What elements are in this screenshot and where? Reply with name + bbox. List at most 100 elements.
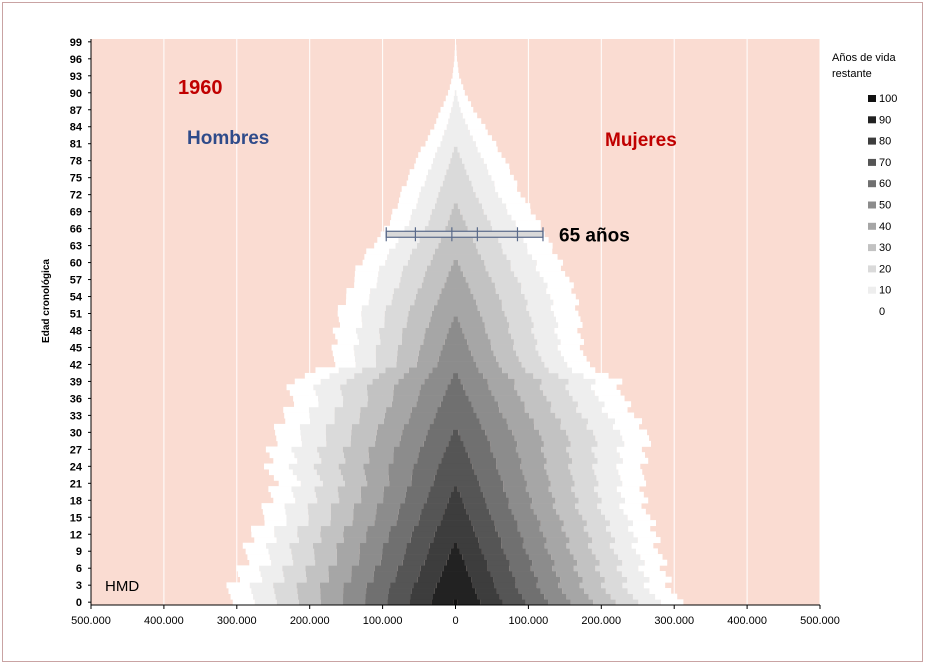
women-bar-segment	[561, 339, 584, 345]
women-bar-segment	[525, 475, 549, 481]
men-bar-segment	[396, 362, 416, 368]
women-bar-segment	[517, 526, 539, 532]
women-bar-segment	[501, 543, 523, 549]
women-bar-segment	[617, 447, 642, 453]
women-bar-segment	[456, 181, 472, 187]
women-bar-segment	[489, 384, 515, 390]
women-bar-segment	[625, 497, 648, 503]
women-bar-segment	[476, 362, 499, 368]
women-bar-segment	[601, 582, 622, 588]
women-bar-segment	[458, 96, 468, 102]
men-bar-segment	[435, 475, 456, 481]
legend-label: 20	[879, 263, 891, 275]
women-bar-segment	[500, 594, 522, 600]
women-bar-segment	[544, 277, 570, 283]
women-bar-segment	[502, 367, 525, 373]
men-bar-segment	[268, 548, 291, 554]
men-bar-segment	[398, 514, 420, 520]
women-bar-segment	[456, 152, 460, 158]
men-bar-segment	[430, 543, 453, 549]
men-bar-segment	[313, 543, 336, 549]
men-bar-segment	[343, 396, 368, 402]
women-bar-segment	[456, 209, 461, 215]
women-bar-segment	[456, 435, 461, 441]
men-bar-segment	[430, 214, 450, 220]
men-bar-segment	[448, 118, 455, 124]
men-bar-segment	[453, 316, 455, 322]
men-bar-segment	[342, 390, 368, 396]
women-bar-segment	[568, 379, 595, 385]
men-bar-segment	[425, 271, 448, 277]
women-bar-segment	[537, 260, 563, 266]
women-bar-segment	[483, 492, 506, 498]
women-bar-segment	[534, 571, 556, 577]
men-bar-segment	[286, 514, 308, 520]
men-bar-segment	[385, 311, 409, 317]
men-bar-segment	[262, 503, 285, 509]
women-bar-segment	[592, 537, 615, 543]
women-bar-segment	[655, 594, 677, 600]
women-bar-segment	[554, 328, 577, 334]
women-bar-segment	[485, 322, 509, 328]
men-bar-segment	[293, 396, 318, 402]
men-bar-segment	[433, 158, 450, 164]
men-bar-segment	[354, 277, 377, 283]
men-bar-segment	[446, 96, 454, 102]
women-bar-segment	[543, 390, 569, 396]
men-bar-segment	[354, 345, 376, 351]
men-bar-segment	[300, 424, 326, 430]
women-bar-segment	[484, 158, 506, 164]
women-bar-segment	[463, 113, 477, 119]
men-bar-segment	[425, 181, 443, 187]
women-bar-segment	[485, 328, 508, 334]
legend-swatch	[868, 180, 876, 187]
men-bar-segment	[402, 186, 421, 192]
men-bar-segment	[338, 486, 361, 492]
men-bar-segment	[449, 328, 456, 334]
women-bar-segment	[456, 288, 471, 294]
men-bar-segment	[354, 282, 377, 288]
women-bar-segment	[640, 554, 662, 560]
men-bar-segment	[345, 458, 369, 464]
men-bar-segment	[326, 435, 351, 441]
men-bar-segment	[450, 158, 455, 164]
women-bar-segment	[456, 469, 475, 475]
women-bar-segment	[537, 582, 558, 588]
men-bar-segment	[254, 537, 276, 543]
men-bar-segment	[387, 254, 410, 260]
men-bar-segment	[320, 531, 343, 537]
men-bar-segment	[438, 407, 456, 413]
women-bar-segment	[481, 152, 502, 158]
women-bar-segment	[633, 520, 656, 526]
men-bar-segment	[351, 571, 374, 577]
men-bar-segment	[323, 480, 345, 486]
women-bar-segment	[503, 480, 527, 486]
women-bar-segment	[510, 560, 533, 566]
women-bar-segment	[466, 565, 488, 571]
men-bar-segment	[284, 577, 306, 583]
men-bar-segment	[430, 486, 453, 492]
women-bar-segment	[516, 220, 541, 226]
men-bar-segment	[418, 452, 443, 458]
women-bar-segment	[551, 401, 578, 407]
women-bar-segment	[583, 373, 608, 379]
women-bar-segment	[564, 356, 587, 362]
women-bar-segment	[538, 350, 560, 356]
men-bar-segment	[407, 316, 430, 322]
women-bar-segment	[568, 464, 592, 470]
x-tick-label: 200.000	[581, 615, 621, 627]
women-bar-segment	[456, 277, 466, 283]
men-bar-segment	[369, 458, 393, 464]
women-bar-segment	[550, 294, 576, 300]
women-bar-segment	[456, 192, 476, 198]
women-bar-segment	[610, 543, 632, 549]
women-bar-segment	[456, 260, 459, 266]
men-bar-segment	[293, 469, 317, 475]
women-bar-segment	[594, 469, 618, 475]
women-bar-segment	[473, 294, 499, 300]
men-bar-segment	[321, 537, 343, 543]
women-bar-segment	[539, 430, 566, 436]
women-bar-segment	[456, 350, 472, 356]
men-bar-segment	[418, 288, 442, 294]
women-bar-segment	[456, 480, 480, 486]
